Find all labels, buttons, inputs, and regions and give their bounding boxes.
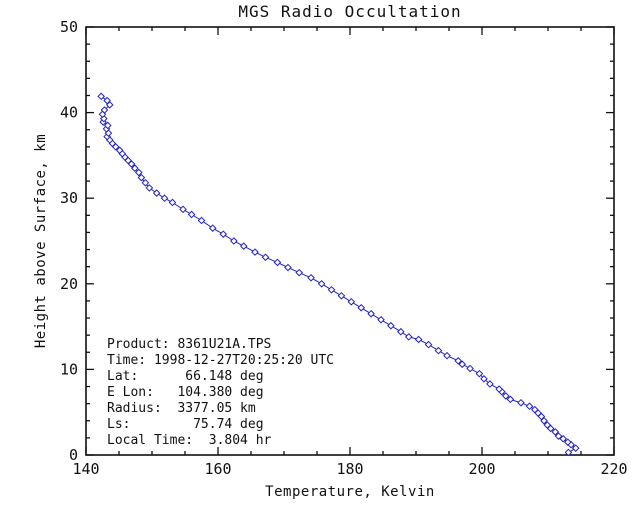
diamond-marker bbox=[97, 92, 105, 101]
diamond-marker bbox=[327, 285, 336, 294]
chart-title: MGS Radio Occultation bbox=[238, 2, 461, 21]
diamond-marker bbox=[397, 327, 405, 336]
diamond-marker bbox=[424, 340, 433, 349]
diamond-marker bbox=[559, 434, 567, 443]
x-tick-label: 180 bbox=[336, 460, 363, 478]
diamond-marker bbox=[347, 297, 356, 306]
diamond-marker bbox=[307, 274, 315, 282]
diamond-marker bbox=[564, 448, 573, 457]
diamond-marker bbox=[506, 395, 515, 404]
diamond-marker bbox=[563, 438, 572, 446]
diamond-marker bbox=[168, 198, 177, 207]
annotation-time: Time: 1998-12-27T20:25:20 UTC bbox=[107, 353, 334, 368]
diamond-marker bbox=[103, 96, 111, 105]
diamond-marker bbox=[103, 121, 112, 130]
diamond-marker bbox=[434, 346, 443, 355]
diamond-marker bbox=[530, 405, 539, 414]
diamond-marker bbox=[105, 101, 114, 109]
profile-series bbox=[97, 92, 580, 457]
diamond-marker bbox=[466, 364, 474, 373]
diamond-marker bbox=[357, 303, 366, 312]
diamond-marker bbox=[251, 248, 259, 256]
diamond-marker bbox=[295, 268, 303, 277]
diamond-marker bbox=[387, 321, 395, 330]
diamond-marker bbox=[486, 380, 494, 388]
diamond-marker bbox=[115, 146, 124, 155]
diamond-marker bbox=[543, 421, 552, 429]
annotation-product: Product: 8361U21A.TPS bbox=[107, 337, 271, 352]
diamond-marker bbox=[458, 360, 467, 369]
diamond-marker bbox=[284, 263, 292, 272]
axes bbox=[85, 26, 615, 456]
diamond-marker bbox=[540, 416, 548, 425]
annotation-local-time: Local Time: 3.804 hr bbox=[107, 433, 272, 448]
diamond-marker bbox=[454, 357, 463, 365]
diamond-marker bbox=[208, 224, 217, 232]
profile-markers bbox=[97, 92, 580, 457]
diamond-marker bbox=[475, 369, 484, 378]
diamond-marker bbox=[134, 168, 143, 177]
tick-labels: 140 160 180 200 220 0 10 20 30 40 50 bbox=[60, 18, 628, 478]
diamond-marker bbox=[501, 392, 510, 400]
annotation-ls: Ls: 75.74 deg bbox=[107, 417, 264, 432]
x-tick-label: 220 bbox=[600, 460, 627, 478]
annotation-block: Product: 8361U21A.TPS Time: 1998-12-27T2… bbox=[107, 337, 334, 448]
y-tick-label: 30 bbox=[60, 189, 78, 207]
y-tick-label: 10 bbox=[60, 360, 78, 378]
diamond-marker bbox=[187, 210, 196, 219]
diamond-marker bbox=[100, 114, 108, 123]
diamond-marker bbox=[377, 315, 385, 324]
diamond-marker bbox=[197, 216, 206, 225]
y-tick-label: 40 bbox=[60, 104, 78, 122]
y-axis-label: Height above Surface, km bbox=[33, 134, 49, 348]
diamond-marker bbox=[152, 189, 161, 197]
diamond-marker bbox=[137, 173, 146, 182]
diamond-marker bbox=[551, 428, 560, 436]
x-tick-label: 160 bbox=[204, 460, 231, 478]
x-axis-label: Temperature, Kelvin bbox=[265, 484, 435, 500]
diamond-marker bbox=[160, 194, 169, 203]
y-tick-label: 20 bbox=[60, 275, 78, 293]
diamond-marker bbox=[495, 385, 503, 393]
diamond-marker bbox=[219, 230, 228, 238]
annotation-lat: Lat: 66.148 deg bbox=[107, 369, 264, 384]
diamond-marker bbox=[261, 253, 270, 262]
diamond-marker bbox=[100, 106, 109, 114]
x-tick-label: 140 bbox=[72, 460, 99, 478]
diamond-marker bbox=[317, 279, 326, 288]
x-tick-label: 200 bbox=[468, 460, 495, 478]
annotation-radius: Radius: 3377.05 km bbox=[107, 401, 256, 416]
diamond-marker bbox=[554, 432, 563, 440]
diamond-marker bbox=[414, 335, 423, 344]
diamond-marker bbox=[517, 398, 525, 407]
diamond-marker bbox=[404, 333, 413, 341]
diamond-marker bbox=[230, 237, 238, 245]
diamond-marker bbox=[525, 402, 534, 411]
diamond-marker bbox=[179, 205, 187, 214]
diamond-marker bbox=[367, 309, 375, 318]
diamond-marker bbox=[141, 178, 150, 187]
diamond-marker bbox=[239, 242, 248, 250]
diamond-marker bbox=[337, 291, 346, 300]
y-tick-label: 0 bbox=[69, 446, 78, 464]
diamond-marker bbox=[131, 164, 139, 173]
y-tick-label: 50 bbox=[60, 18, 78, 36]
annotation-e-lon: E Lon: 104.380 deg bbox=[107, 385, 264, 400]
diamond-marker bbox=[145, 184, 154, 192]
diamond-marker bbox=[480, 375, 488, 383]
diamond-marker bbox=[443, 351, 451, 360]
diamond-marker bbox=[273, 258, 282, 267]
diamond-marker bbox=[571, 444, 580, 452]
